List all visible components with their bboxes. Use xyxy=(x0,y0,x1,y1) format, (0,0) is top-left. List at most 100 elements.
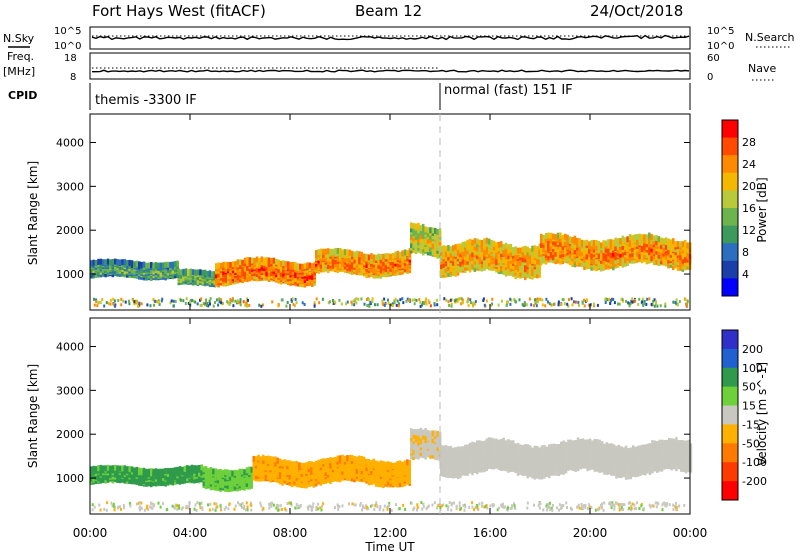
power-echo-cell xyxy=(616,241,620,248)
velocity-echo-cell xyxy=(190,464,194,471)
power-echo-cell xyxy=(638,252,641,259)
velocity-echo-cell xyxy=(298,462,301,469)
power-echo-cell xyxy=(624,237,627,244)
velocity-echo-cell xyxy=(466,444,469,451)
velocity-echo-cell xyxy=(314,480,318,487)
power-echo-cell xyxy=(595,265,598,272)
power-echo-cell xyxy=(514,246,517,253)
power-echo-cell xyxy=(255,261,259,268)
power-echo-cell xyxy=(485,237,489,244)
power-echo-cell xyxy=(454,256,457,263)
power-echo-cell xyxy=(507,247,510,254)
velocity-echo-cell xyxy=(424,434,427,441)
power-echo-cell xyxy=(442,250,445,257)
power-echo-cell xyxy=(246,257,249,263)
power-echo-cell xyxy=(488,242,491,249)
power-echo-cell xyxy=(227,261,230,268)
power-echo-cell xyxy=(208,270,212,277)
power-echo-cell xyxy=(224,266,228,273)
power-echo-speckle xyxy=(650,302,653,306)
velocity-echo-cell xyxy=(548,444,551,451)
power-echo-cell xyxy=(566,241,569,248)
power-echo-cell xyxy=(497,245,501,251)
power-echo-speckle xyxy=(399,298,402,302)
velocity-echo-cell xyxy=(171,467,175,474)
power-echo-cell xyxy=(561,234,565,241)
power-echo-speckle xyxy=(95,300,98,304)
power-echo-cell xyxy=(135,260,139,267)
velocity-echo-cell xyxy=(288,463,291,470)
velocity-echo-cell xyxy=(370,460,373,467)
cpid-segment-2: normal (fast) 151 IF xyxy=(444,83,573,98)
velocity-echo-cell xyxy=(461,463,465,470)
velocity-echo-cell xyxy=(326,476,330,483)
power-echo-cell xyxy=(478,251,481,258)
velocity-echo-cell xyxy=(543,457,546,463)
velocity-echo-cell xyxy=(243,469,246,476)
power-echo-speckle xyxy=(152,298,155,301)
power-echo-cell xyxy=(679,249,682,256)
power-echo-speckle xyxy=(628,304,631,308)
power-echo-speckle xyxy=(561,298,564,301)
velocity-echo-cell xyxy=(391,480,395,486)
velocity-echo-cell xyxy=(324,477,327,483)
power-echo-cell xyxy=(595,240,598,246)
power-echo-cell xyxy=(145,262,148,269)
power-echo-cell xyxy=(471,262,474,269)
power-echo-cell xyxy=(564,233,567,240)
power-echo-speckle xyxy=(401,297,404,301)
velocity-echo-cell xyxy=(449,450,453,457)
noise-tick-high: 10^5 xyxy=(54,26,81,37)
velocity-echo-cell xyxy=(452,453,455,460)
power-echo-cell xyxy=(521,251,525,258)
power-echo-speckle xyxy=(646,297,649,301)
velocity-echo-cell xyxy=(334,465,337,472)
velocity-echo-cell xyxy=(555,457,558,464)
power-echo-speckle xyxy=(214,301,216,304)
power-echo-speckle xyxy=(593,304,596,308)
power-echo-cell xyxy=(289,268,292,275)
power-echo-cell xyxy=(495,242,498,249)
power-echo-cell xyxy=(648,245,651,252)
power-echo-cell xyxy=(456,243,460,250)
power-echo-cell xyxy=(391,265,395,272)
power-echo-cell xyxy=(426,249,430,256)
power-echo-cell xyxy=(471,254,474,261)
velocity-echo-cell xyxy=(403,460,407,467)
power-echo-cell xyxy=(655,248,658,255)
power-echo-cell xyxy=(319,256,323,263)
power-echo-speckle xyxy=(447,300,450,304)
power-echo-cell xyxy=(157,262,160,269)
velocity-echo-cell xyxy=(476,451,479,458)
power-echo-cell xyxy=(379,253,383,260)
power-echo-cell xyxy=(291,262,295,269)
power-echo-speckle xyxy=(137,304,139,308)
velocity-echo-cell xyxy=(406,471,409,478)
velocity-echo-cell xyxy=(343,462,347,469)
freq-unit-label: [MHz] xyxy=(3,65,35,78)
power-echo-cell xyxy=(322,265,325,272)
velocity-echo-cell xyxy=(459,452,462,459)
velocity-echo-cell xyxy=(281,479,284,486)
power-echo-speckle xyxy=(608,297,610,301)
velocity-echo-cell xyxy=(130,466,134,473)
velocity-echo-cell xyxy=(372,458,375,465)
power-echo-speckle xyxy=(140,302,143,306)
velocity-echo-cell xyxy=(444,450,448,457)
velocity-echo-cell xyxy=(389,478,392,485)
cpid-segment-1: themis -3300 IF xyxy=(95,93,197,108)
velocity-echo-cell xyxy=(526,447,529,454)
velocity-echo-cell xyxy=(324,458,327,465)
power-echo-cell xyxy=(583,240,586,247)
velocity-echo-cell xyxy=(473,457,477,464)
power-echo-cell xyxy=(507,262,510,269)
velocity-echo-cell xyxy=(447,467,450,474)
velocity-echo-cell xyxy=(436,449,439,456)
velocity-echo-cell xyxy=(224,469,227,476)
power-echo-cell xyxy=(449,246,453,253)
velocity-echo-cell xyxy=(367,468,371,475)
velocity-echo-cell xyxy=(358,468,361,475)
velocity-echo-cell xyxy=(436,437,439,444)
power-echo-cell xyxy=(684,263,687,270)
velocity-echo-cell xyxy=(459,446,462,453)
